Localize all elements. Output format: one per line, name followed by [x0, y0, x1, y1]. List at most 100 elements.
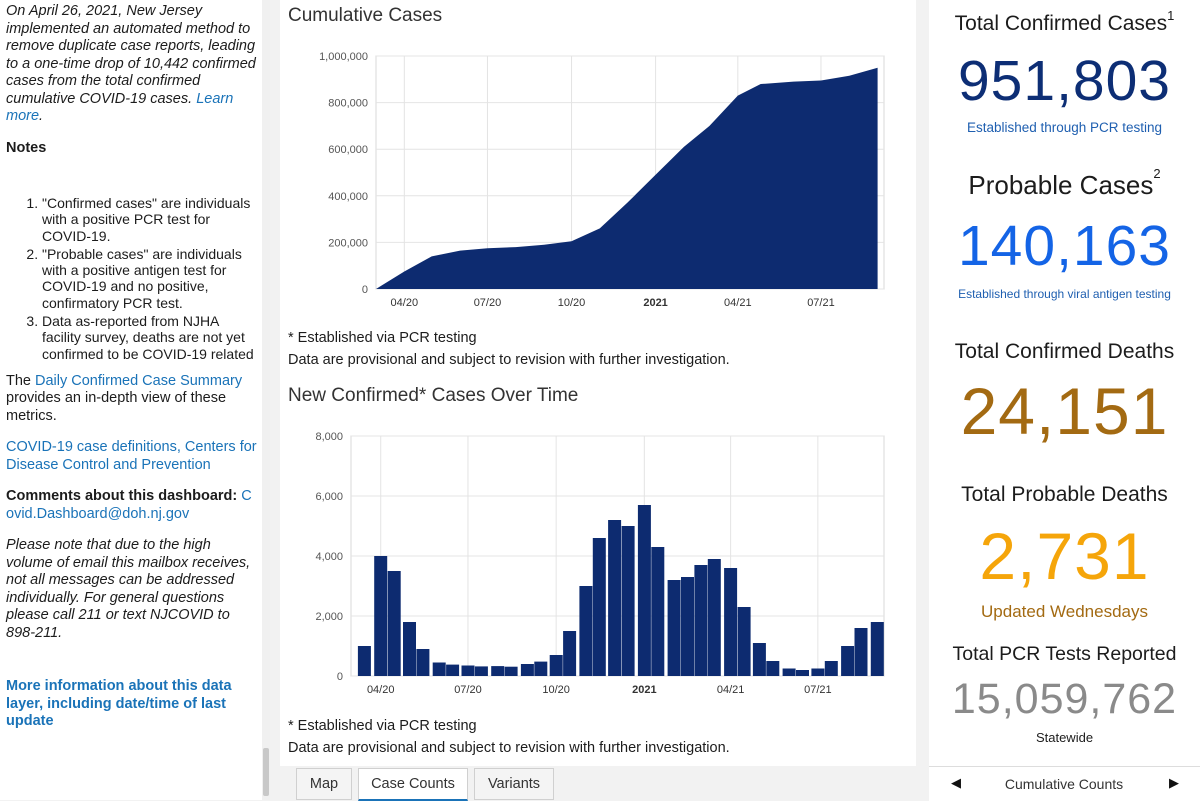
new-cases-note-provisional: Data are provisional and subject to revi… — [288, 740, 730, 756]
probable-deaths-value: 2,731 — [979, 519, 1150, 593]
x-tick-label: 04/21 — [717, 684, 745, 696]
y-tick-label: 0 — [337, 671, 343, 683]
x-tick-label: 04/20 — [367, 684, 395, 696]
note-item: Data as-reported from NJHA facility surv… — [42, 313, 258, 362]
daily-cases-bar — [667, 580, 681, 676]
daily-cases-bar — [446, 664, 460, 676]
confirmed-cases-label: Total Confirmed Cases1 — [929, 8, 1200, 36]
notes-scrollbar[interactable] — [262, 0, 270, 800]
footnote-1-marker: 1 — [1167, 8, 1175, 23]
daily-cases-bar — [811, 668, 825, 676]
daily-cases-bar — [461, 665, 475, 676]
x-tick-label: 04/20 — [391, 297, 419, 309]
x-tick-label: 2021 — [643, 297, 667, 309]
view-tabs: Map Case Counts Variants — [280, 766, 920, 801]
x-tick-label: 10/20 — [542, 684, 570, 696]
confirmed-cases-sub: Established through PCR testing — [966, 120, 1163, 135]
daily-cases-bar — [520, 664, 534, 676]
y-tick-label: 0 — [362, 284, 368, 296]
x-tick-label: 07/20 — [454, 684, 482, 696]
probable-deaths-sub: Updated Wednesdays — [981, 602, 1148, 621]
comments-paragraph: Comments about this dashboard: Covid.Das… — [6, 488, 258, 523]
confirmed-cases-label-text: Total Confirmed Cases — [954, 12, 1168, 35]
cumulative-note-pcr: * Established via PCR testing — [288, 330, 477, 346]
probable-deaths-label: Total Probable Deaths — [961, 483, 1168, 506]
y-tick-label: 8,000 — [315, 431, 343, 443]
note-item: "Probable cases" are individuals with a … — [42, 246, 258, 311]
probable-cases-sub: Established through viral antigen testin… — [958, 287, 1171, 301]
daily-cases-bar — [374, 556, 388, 676]
daily-cases-bar — [854, 628, 868, 676]
confirmed-cases-value: 951,803 — [957, 49, 1172, 113]
daily-cases-bar — [432, 662, 446, 676]
y-tick-label: 1,000,000 — [319, 51, 368, 63]
daily-summary-link[interactable]: Daily Confirmed Case Summary — [35, 372, 243, 389]
notes-heading: Notes — [6, 139, 47, 156]
x-tick-label: 2021 — [632, 684, 656, 696]
daily-cases-bar — [534, 661, 548, 676]
mailbox-note: Please note that due to the high volume … — [6, 537, 251, 641]
learn-more-link[interactable]: Learn more — [6, 90, 234, 125]
x-tick-label: 04/21 — [724, 297, 752, 309]
x-tick-label: 07/21 — [807, 297, 835, 309]
new-cases-chart-title: New Confirmed* Cases Over Time — [288, 385, 579, 406]
daily-cases-bar — [782, 668, 796, 676]
daily-cases-bar — [870, 622, 884, 676]
y-tick-label: 600,000 — [328, 144, 368, 156]
tab-case-counts[interactable]: Case Counts — [358, 768, 468, 801]
daily-cases-bar — [579, 586, 593, 676]
more-info-link[interactable]: More information about this data layer, … — [6, 678, 232, 730]
comments-label: Comments about this dashboard: — [6, 488, 238, 505]
daily-suffix: provides an in-depth view of these metri… — [6, 390, 227, 424]
intro-text: On April 26, 2021, New Jersey implemente… — [6, 3, 256, 107]
daily-cases-bar — [694, 565, 708, 676]
tab-variants[interactable]: Variants — [474, 768, 554, 800]
scrollbar-thumb[interactable] — [263, 748, 269, 796]
prev-arrow-icon[interactable]: ◀ — [951, 775, 961, 790]
daily-cases-bar — [752, 643, 766, 676]
y-tick-label: 800,000 — [328, 98, 368, 110]
x-tick-label: 07/21 — [804, 684, 832, 696]
daily-cases-bar — [766, 661, 780, 676]
daily-cases-bar — [608, 520, 622, 676]
counts-navigator-label: Cumulative Counts — [1004, 776, 1124, 792]
email-link[interactable]: Covid.Dashboard@doh.nj.gov — [6, 488, 252, 522]
cumulative-note-provisional: Data are provisional and subject to revi… — [288, 352, 730, 368]
daily-cases-bar — [549, 655, 563, 676]
daily-cases-bar — [403, 622, 416, 676]
pcr-tests-sub: Statewide — [1035, 730, 1094, 745]
y-tick-label: 2,000 — [315, 611, 343, 623]
y-tick-label: 400,000 — [328, 191, 368, 203]
daily-cases-bar — [592, 538, 606, 676]
daily-cases-bar — [563, 631, 577, 676]
next-arrow-icon[interactable]: ▶ — [1169, 775, 1179, 790]
daily-cases-bar — [841, 646, 855, 676]
daily-cases-bar — [357, 646, 371, 676]
confirmed-deaths-label: Total Confirmed Deaths — [954, 340, 1175, 363]
y-tick-label: 4,000 — [315, 551, 343, 563]
daily-cases-bar — [824, 661, 838, 676]
totals-panel: Total Confirmed Cases1 951,803 Establish… — [929, 0, 1200, 766]
pcr-tests-label: Total PCR Tests Reported — [952, 643, 1177, 665]
daily-cases-bar — [504, 666, 518, 676]
daily-cases-bar — [416, 649, 430, 676]
daily-prefix: The — [6, 372, 36, 389]
cumulative-cases-chart: 0 200,000 400,000 600,000 800,000 1,000,000 04… — [319, 51, 885, 309]
daily-cases-bar — [737, 607, 751, 676]
cdc-definitions-link[interactable]: COVID-19 case definitions, Centers for D… — [6, 439, 257, 473]
duplicate-removal-notice: On April 26, 2021, New Jersey implemente… — [6, 3, 258, 126]
probable-cases-label: Probable Cases2 — [929, 166, 1200, 201]
x-tick-label: 07/20 — [474, 297, 502, 309]
pcr-tests-value: 15,059,762 — [951, 675, 1178, 723]
cumulative-area-series — [376, 67, 878, 289]
intro-period: . — [39, 108, 44, 124]
daily-cases-bar — [387, 571, 401, 676]
daily-cases-bar — [637, 505, 651, 676]
tab-map[interactable]: Map — [296, 768, 352, 800]
cumulative-chart-title: Cumulative Cases — [288, 5, 443, 26]
charts-panel: Cumulative Cases 0 200,000 400,000 600,000 8… — [280, 0, 916, 766]
new-cases-note-pcr: * Established via PCR testing — [288, 718, 477, 734]
daily-summary-paragraph: The Daily Confirmed Case Summary provide… — [6, 373, 258, 426]
note-item: "Confirmed cases" are individuals with a… — [42, 195, 258, 244]
y-tick-label: 200,000 — [328, 237, 368, 249]
